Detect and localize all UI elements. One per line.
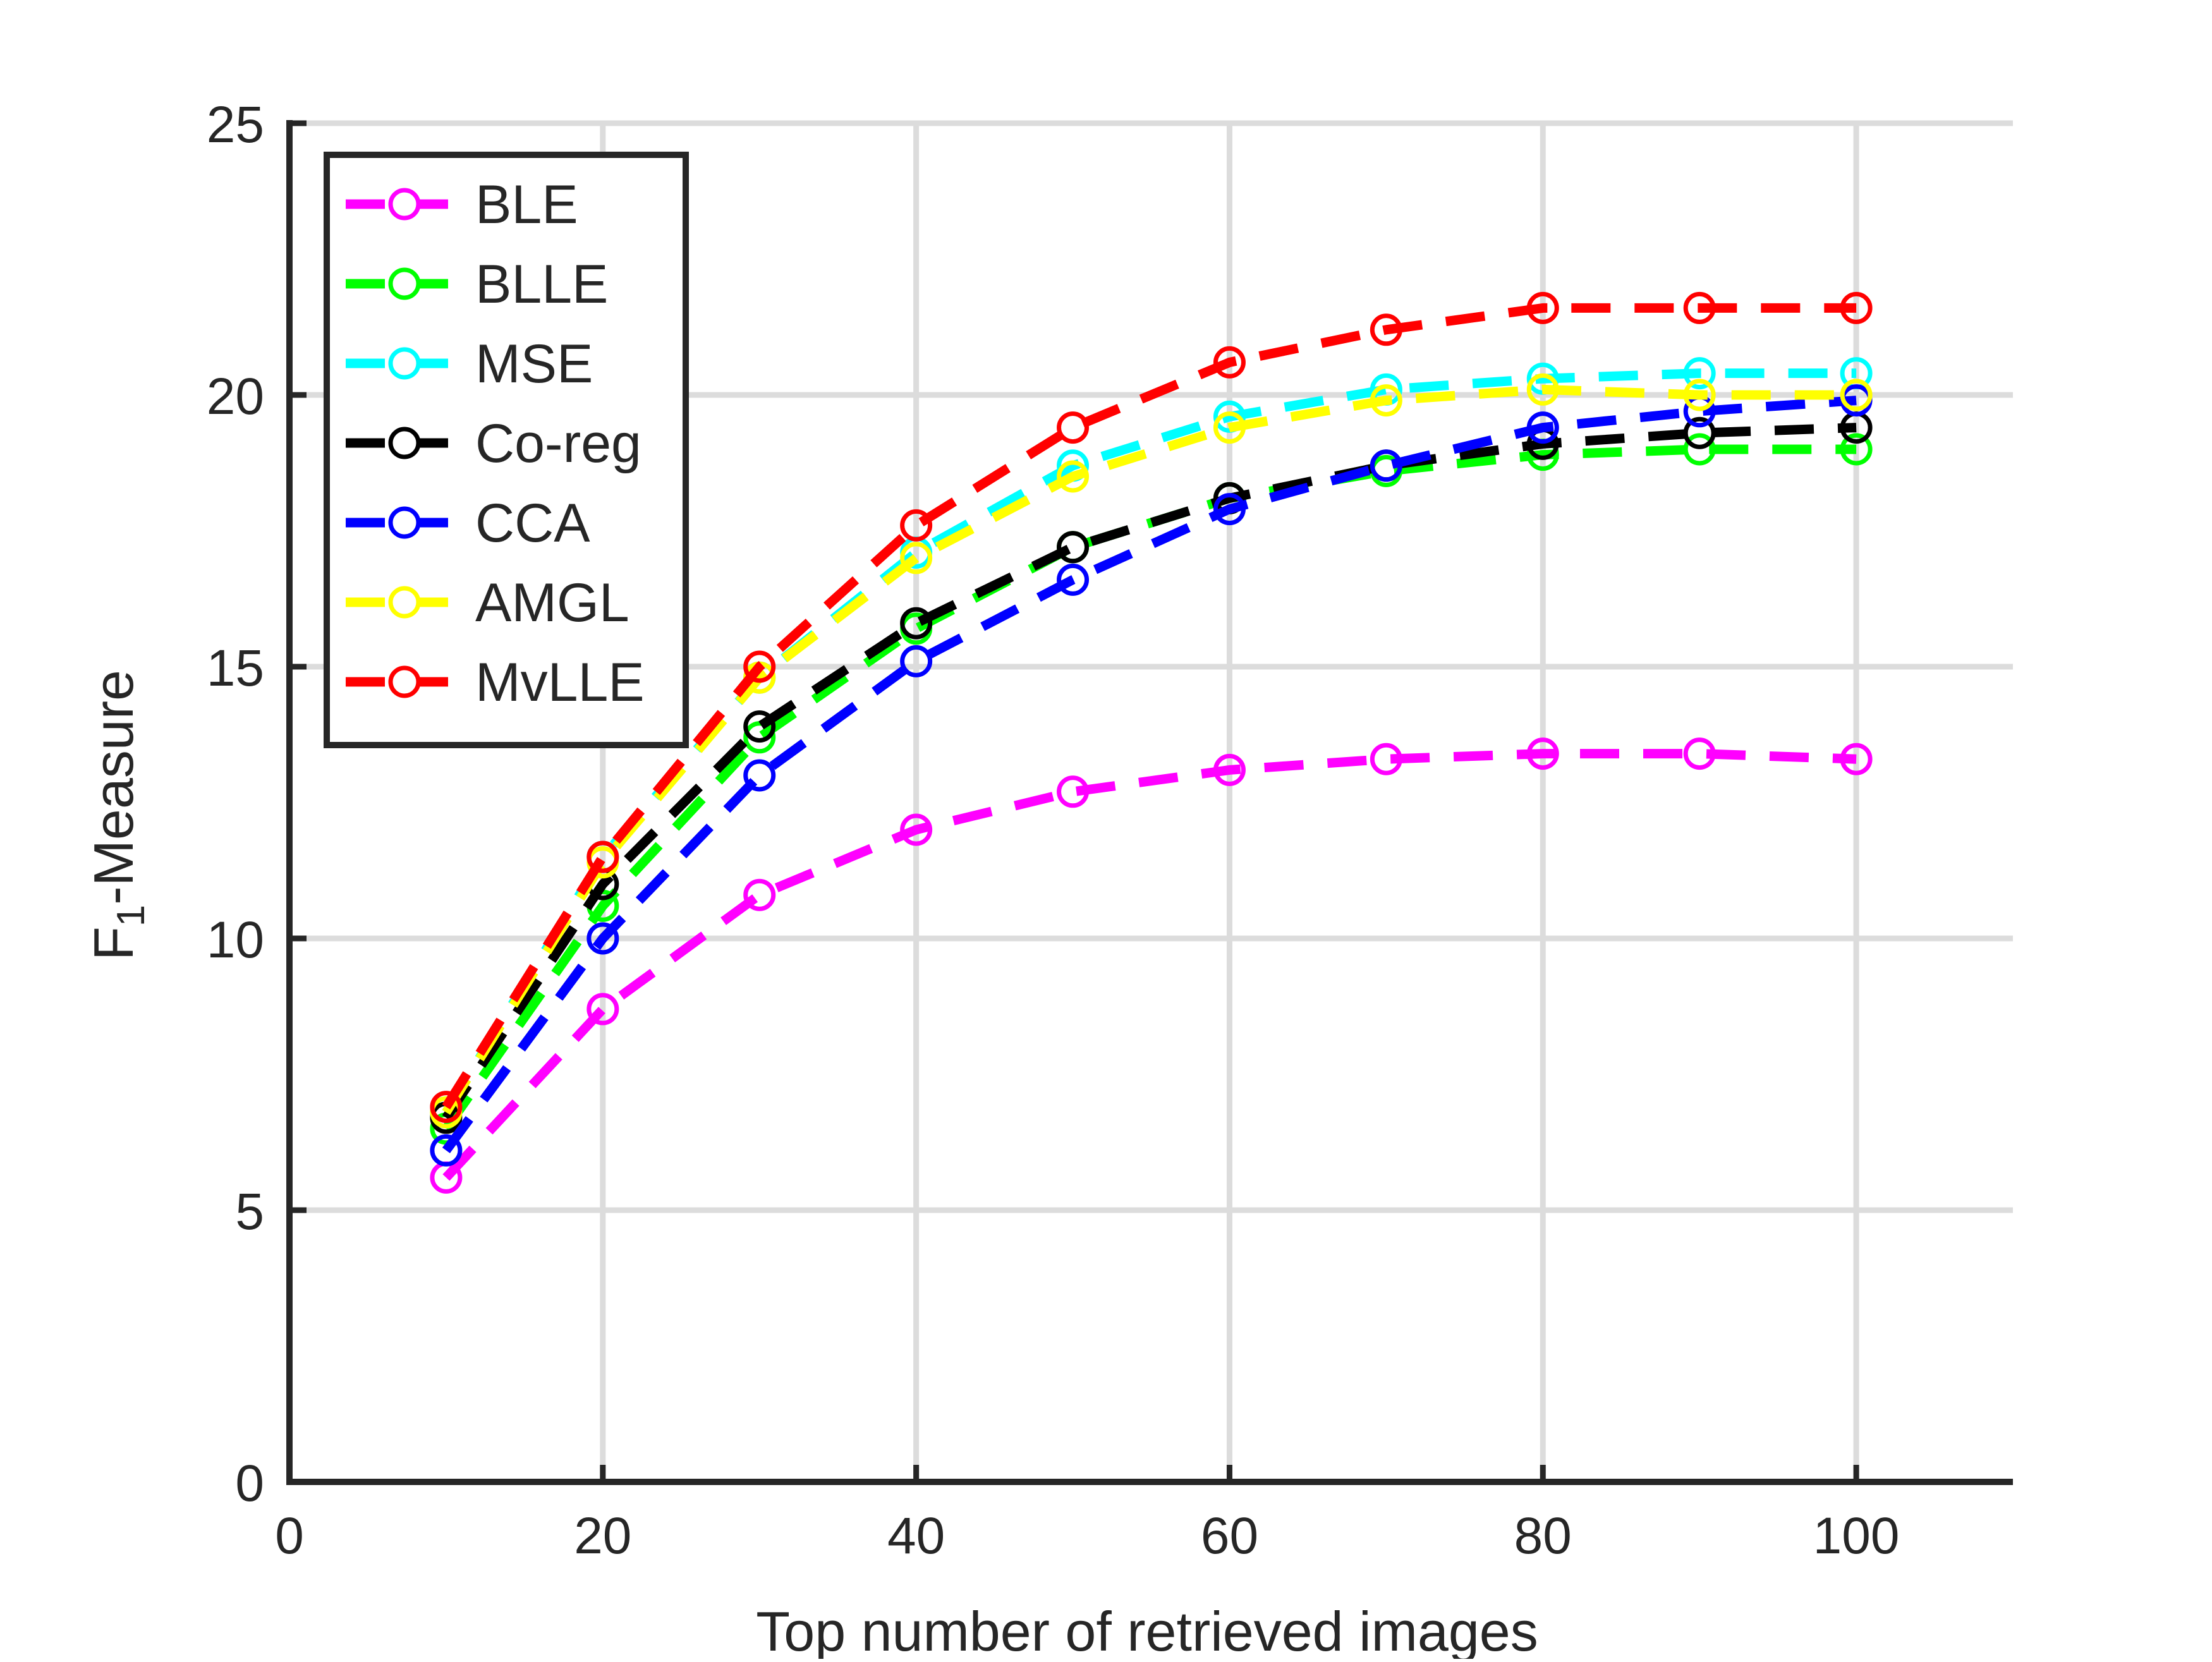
legend: BLE BLLE MSE Co-reg CCA AMGL MvLLE <box>324 152 689 748</box>
data-point-amgl <box>1213 411 1246 444</box>
series-line-blle <box>442 444 1857 1132</box>
legend-label: BLLE <box>475 254 608 315</box>
data-point-ble <box>1057 775 1090 808</box>
series-cca <box>430 384 1873 1167</box>
data-point-co-reg <box>900 607 933 640</box>
data-point-blle <box>743 721 776 754</box>
data-point-cca <box>743 759 776 792</box>
legend-swatch-marker <box>388 586 421 619</box>
data-point-mvlle <box>586 840 619 873</box>
data-point-cca <box>1370 449 1402 482</box>
data-point-co-reg <box>1057 531 1090 564</box>
data-point-amgl <box>1526 373 1559 406</box>
data-point-ble <box>1683 737 1716 770</box>
data-point-mvlle <box>1840 291 1873 324</box>
y-tick-label: 20 <box>207 368 264 425</box>
data-point-cca <box>1057 563 1090 596</box>
data-point-mvlle <box>743 650 776 683</box>
legend-item-mvlle: MvLLE <box>346 652 645 713</box>
data-point-cca <box>1526 411 1559 444</box>
ticks-layer: 0 20 40 60 80 100 0 5 10 15 20 25 <box>207 96 1900 1565</box>
legend-label: Co-reg <box>475 413 641 474</box>
data-point-cca <box>1213 493 1246 526</box>
x-tick-label: 100 <box>1813 1507 1900 1565</box>
data-point-ble <box>1370 743 1402 775</box>
data-point-mvlle <box>1057 411 1090 444</box>
legend-item-amgl: AMGL <box>346 573 629 633</box>
axes-layer <box>286 120 2013 1485</box>
data-point-mvlle <box>1370 313 1402 346</box>
data-point-cca <box>586 922 619 955</box>
legend-swatch-marker <box>388 665 421 698</box>
data-point-mvlle <box>900 509 933 542</box>
data-point-ble <box>900 813 933 846</box>
data-point-co-reg <box>1683 416 1716 449</box>
series-line-mvlle <box>442 303 1857 1110</box>
data-point-mse <box>1213 400 1246 433</box>
data-point-mse <box>1683 357 1716 390</box>
legend-label: BLE <box>475 174 578 235</box>
series-line-amgl <box>442 384 1857 1115</box>
series-line-mse <box>442 368 1857 1115</box>
legend-swatch-marker <box>388 267 421 300</box>
legend-item-cca: CCA <box>346 493 590 554</box>
data-point-amgl <box>900 542 933 574</box>
legend-swatch-marker <box>388 188 421 221</box>
legend-item-ble: BLE <box>346 174 578 235</box>
y-axis-title-main: F <box>82 926 145 961</box>
data-point-mvlle <box>430 1091 463 1124</box>
y-tick-label: 10 <box>207 911 264 969</box>
y-tick-label: 15 <box>207 640 264 697</box>
legend-label: MSE <box>475 334 593 394</box>
y-axis-title: F1-Measure <box>82 670 153 961</box>
legend-swatch-marker <box>388 506 421 539</box>
data-point-blle <box>1840 433 1873 466</box>
data-point-mvlle <box>1213 346 1246 379</box>
data-point-cca <box>900 645 933 677</box>
legend-swatch-marker <box>388 347 421 380</box>
data-point-mvlle <box>1683 291 1716 324</box>
legend-item-co-reg: Co-reg <box>346 413 641 474</box>
legend-item-blle: BLLE <box>346 254 608 315</box>
data-point-blle <box>1683 433 1716 466</box>
data-point-ble <box>1213 753 1246 786</box>
legend-label: AMGL <box>475 573 629 633</box>
x-axis-title: Top number of retrieved images <box>756 1600 1538 1659</box>
y-tick-label: 25 <box>207 96 264 154</box>
x-tick-label: 60 <box>1201 1507 1258 1565</box>
data-point-ble <box>1840 743 1873 775</box>
x-tick-label: 40 <box>887 1507 945 1565</box>
series-ble <box>430 737 1873 1194</box>
data-point-cca <box>430 1134 463 1167</box>
legend-label: MvLLE <box>475 652 645 713</box>
x-tick-label: 80 <box>1514 1507 1572 1565</box>
series-line-ble <box>442 749 1857 1181</box>
data-point-ble <box>1526 737 1559 770</box>
data-point-amgl <box>1840 379 1873 411</box>
series-mvlle <box>430 291 1873 1124</box>
series-line-co-reg <box>442 423 1857 1120</box>
legend-box <box>324 152 689 748</box>
legend-label: CCA <box>475 493 590 554</box>
data-point-ble <box>743 878 776 911</box>
series-layer <box>430 291 1873 1194</box>
y-tick-label: 5 <box>235 1183 264 1240</box>
data-point-amgl <box>1370 384 1402 417</box>
data-point-amgl <box>1057 460 1090 493</box>
x-tick-label: 0 <box>275 1507 304 1565</box>
legend-item-mse: MSE <box>346 334 593 394</box>
y-axis-title-subscript: 1 <box>109 905 153 926</box>
y-axis-title-rest: -Measure <box>82 670 145 905</box>
y-tick-label: 0 <box>235 1455 264 1512</box>
legend-swatch-marker <box>388 427 421 459</box>
x-tick-label: 20 <box>574 1507 631 1565</box>
data-point-co-reg <box>743 710 776 743</box>
data-point-mvlle <box>1526 291 1559 324</box>
data-point-ble <box>586 993 619 1026</box>
data-point-amgl <box>1683 379 1716 411</box>
